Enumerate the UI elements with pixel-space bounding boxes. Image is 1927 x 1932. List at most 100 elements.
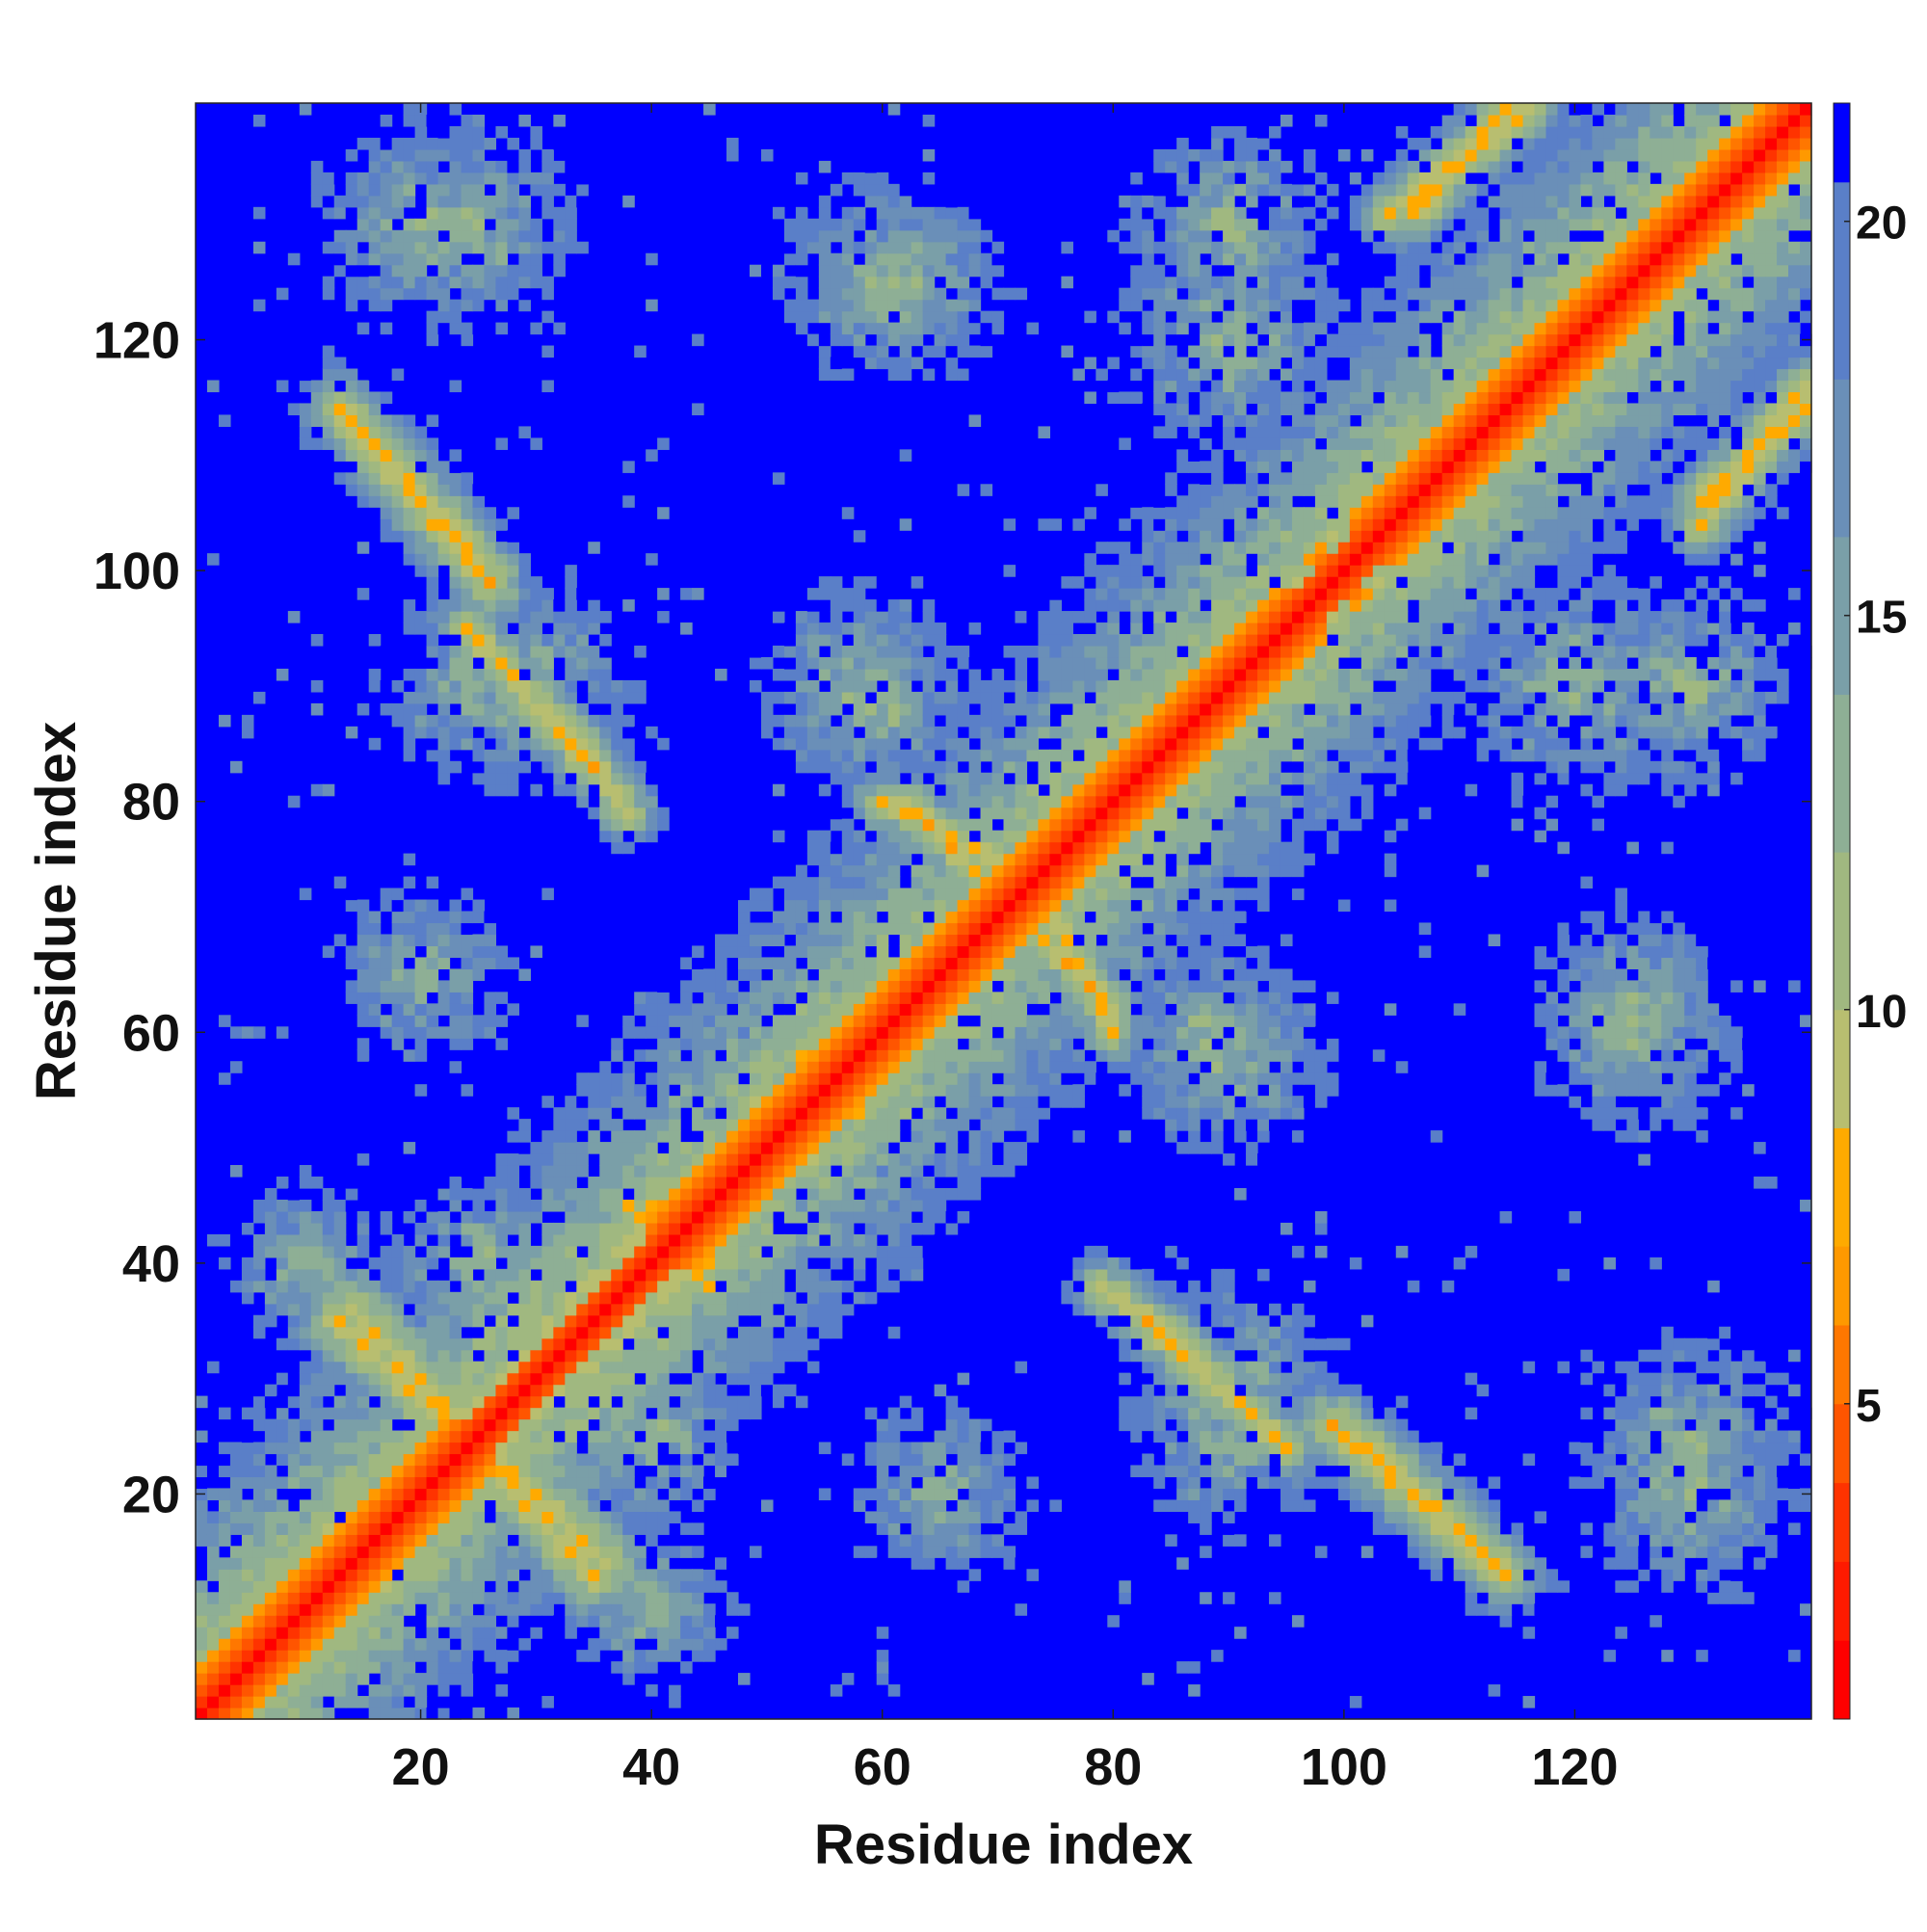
heatmap-cell [853, 749, 866, 762]
heatmap-cell [818, 1303, 832, 1316]
heatmap-cell [322, 1534, 335, 1547]
heatmap-cell [876, 968, 889, 981]
heatmap-cell [345, 195, 358, 208]
heatmap-cell [692, 1314, 704, 1328]
heatmap-cell [565, 1488, 577, 1501]
heatmap-cell [876, 183, 889, 197]
heatmap-cell [414, 1268, 428, 1282]
heatmap-cell [530, 264, 542, 278]
heatmap-cell [345, 945, 358, 959]
heatmap-cell [426, 333, 439, 347]
heatmap-cell [437, 195, 451, 208]
heatmap-cell [599, 1372, 612, 1386]
heatmap-cell [622, 1673, 635, 1685]
heatmap-cell [945, 1084, 959, 1097]
heatmap-cell [1038, 702, 1051, 716]
heatmap-cell [911, 1499, 924, 1512]
heatmap-cell [576, 1199, 589, 1212]
heatmap-cell [287, 1638, 301, 1651]
heatmap-cell [830, 357, 843, 370]
heatmap-cell [1026, 945, 1040, 959]
heatmap-cell [426, 484, 439, 496]
heatmap-cell [957, 252, 970, 266]
heatmap-cell [345, 241, 358, 254]
heatmap-cell [541, 1569, 554, 1581]
heatmap-cell [518, 1407, 531, 1420]
heatmap-cell [680, 1384, 693, 1397]
heatmap-cell [484, 276, 497, 289]
heatmap-cell [426, 1557, 439, 1570]
heatmap-cell [980, 679, 993, 693]
heatmap-cell [599, 1268, 612, 1282]
heatmap-cell [1061, 1280, 1073, 1293]
heatmap-cell [957, 1418, 970, 1432]
heatmap-cell [345, 1546, 358, 1558]
heatmap-cell [911, 1177, 924, 1189]
heatmap-cell [218, 1569, 231, 1581]
heatmap-cell [391, 1707, 405, 1720]
heatmap-cell [991, 714, 1005, 728]
heatmap-cell [726, 1557, 739, 1570]
heatmap-cell [795, 922, 808, 936]
heatmap-cell [530, 1165, 542, 1178]
heatmap-cell [622, 1233, 635, 1247]
heatmap-cell [391, 1476, 405, 1490]
heatmap-cell [864, 310, 878, 324]
heatmap-cell [495, 1199, 509, 1212]
heatmap-cell [887, 783, 901, 797]
heatmap-cell [576, 760, 589, 774]
heatmap-cell [737, 1165, 751, 1178]
heatmap-cell [876, 1119, 889, 1131]
heatmap-cell [841, 1015, 855, 1027]
heatmap-cell [726, 1337, 739, 1351]
heatmap-cell [449, 1465, 462, 1478]
heatmap-cell [553, 1384, 566, 1397]
heatmap-cell [380, 1684, 393, 1697]
heatmap-cell [368, 1627, 382, 1639]
heatmap-cell [553, 1372, 566, 1386]
heatmap-cell [876, 611, 889, 623]
heatmap-cell [461, 1650, 474, 1662]
heatmap-cell [368, 1442, 382, 1455]
heatmap-cell [380, 1372, 393, 1386]
heatmap-cell [795, 1361, 808, 1374]
heatmap-cell [472, 1015, 486, 1027]
heatmap-cell [841, 1026, 855, 1039]
heatmap-cell [760, 264, 774, 278]
heatmap-cell [322, 1349, 335, 1363]
heatmap-cell [957, 264, 970, 278]
heatmap-cell [553, 737, 566, 751]
heatmap-cell [495, 125, 509, 139]
heatmap-cell [991, 1107, 1005, 1120]
heatmap-cell [737, 1245, 751, 1258]
heatmap-cell [772, 1072, 785, 1085]
heatmap-cell [1026, 322, 1040, 335]
heatmap-cell [495, 1372, 509, 1386]
heatmap-cell [449, 588, 462, 600]
heatmap-cell [449, 922, 462, 936]
heatmap-cell [333, 1303, 347, 1316]
heatmap-cell [911, 1522, 924, 1535]
heatmap-cell [380, 472, 393, 485]
heatmap-cell [795, 691, 808, 704]
heatmap-cell [218, 1627, 231, 1639]
heatmap-cell [611, 1280, 623, 1293]
heatmap-cell [922, 264, 936, 278]
heatmap-cell [426, 287, 439, 301]
heatmap-cell [669, 1615, 681, 1628]
heatmap-cell [391, 1661, 405, 1674]
heatmap-cell [922, 807, 936, 820]
heatmap-cell [553, 1291, 566, 1305]
heatmap-cell [657, 1569, 670, 1581]
heatmap-cell [287, 403, 301, 416]
heatmap-cell [1072, 911, 1085, 924]
heatmap-cell [830, 368, 843, 382]
heatmap-cell [356, 437, 370, 450]
heatmap-cell [957, 830, 970, 843]
heatmap-cell [634, 1522, 647, 1535]
heatmap-cell [795, 1165, 808, 1178]
heatmap-cell [887, 1003, 901, 1016]
heatmap-cell [957, 484, 970, 496]
heatmap-cell [737, 1096, 751, 1108]
heatmap-cell [715, 1268, 727, 1282]
